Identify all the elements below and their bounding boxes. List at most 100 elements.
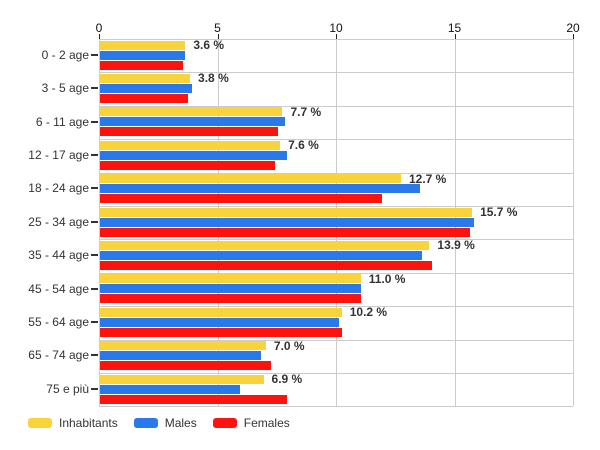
legend-item-inhabitants[interactable]: Inhabitants [28,416,118,430]
category-label: 25 - 34 age [28,214,89,229]
bar-males [100,351,262,361]
category-tick [91,354,98,357]
bar-inhabitants [100,374,264,384]
x-axis-tick-label: 5 [214,21,221,35]
bar-inhabitants [100,174,401,184]
value-label: 15.7 % [480,205,518,219]
x-axis-tick-label: 15 [447,21,462,35]
category-tick [91,120,98,123]
legend: Inhabitants Males Females [28,416,290,430]
category-tick [91,254,98,257]
legend-item-females[interactable]: Females [212,416,290,430]
bar-males [100,150,288,160]
bar-females [100,194,383,204]
gridline-horizontal [99,306,573,308]
legend-label: Females [243,416,290,430]
gridline-horizontal [99,139,573,141]
gridline-horizontal [99,406,573,408]
value-label: 12.7 % [408,171,447,186]
x-axis-tick [573,34,574,39]
category-tick [91,220,98,223]
bar-males [100,384,240,394]
category-label: 65 - 74 age [28,348,89,363]
bar-inhabitants [100,140,281,150]
value-label: 7.7 % [290,104,322,119]
value-label: 7.0 % [273,338,305,353]
bar-females [100,394,288,404]
gridline-horizontal [99,373,573,374]
bar-males [100,184,420,194]
bar-inhabitants [100,107,283,117]
category-tick [91,87,98,90]
category-label: 0 - 2 age [41,47,89,62]
legend-swatch [133,418,158,428]
category-tick [91,387,98,390]
legend-label: Males [164,416,197,430]
gridline-horizontal [99,339,573,341]
bar-inhabitants [100,307,342,317]
bar-inhabitants [100,40,186,50]
category-tick [91,153,98,156]
gridline-horizontal [99,72,573,74]
x-axis-tick [454,34,456,39]
value-label: 6.9 % [271,372,303,386]
category-tick [91,187,98,190]
bar-inhabitants [100,240,430,250]
category-label: 75 e più [46,381,89,396]
bar-males [100,217,475,227]
category-tick [91,287,98,290]
bar-males [100,117,285,127]
bar-inhabitants [100,207,473,217]
bar-inhabitants [100,73,191,83]
category-tick [91,320,98,323]
value-label: 3.6 % [193,38,224,52]
bar-males [100,317,340,327]
gridline-horizontal [99,172,573,174]
category-label: 45 - 54 age [28,281,89,296]
value-label: 3.8 % [198,71,229,86]
category-label: 3 - 5 age [41,81,89,96]
category-tick [91,53,98,56]
bar-males [100,250,423,260]
x-axis-tick-label: 20 [566,21,580,35]
legend-swatch [28,418,52,428]
legend-label: Inhabitants [59,416,118,430]
value-label: 11.0 % [368,271,406,286]
category-label: 55 - 64 age [28,314,89,329]
bar-females [100,160,276,170]
bar-males [100,83,193,93]
bar-males [100,284,361,294]
category-label: 6 - 11 age [35,114,89,129]
x-axis-tick [217,34,219,39]
bar-males [100,50,186,60]
bar-females [100,93,188,103]
category-label: 12 - 17 age [28,147,89,162]
axis-line-left [99,39,100,407]
bar-females [100,361,271,371]
value-label: 7.6 % [288,138,319,153]
x-axis-tick [99,34,100,39]
legend-item-males[interactable]: Males [133,416,197,430]
x-axis-tick [336,34,337,39]
gridline-horizontal [99,206,573,207]
bar-females [100,327,342,337]
category-label: 18 - 24 age [28,181,89,196]
bar-females [100,294,361,304]
value-label: 10.2 % [349,305,388,320]
plot-top-border [99,39,573,40]
gridline-horizontal [99,239,573,241]
bar-inhabitants [100,341,266,351]
value-label: 13.9 % [437,238,475,253]
category-label: 35 - 44 age [28,248,89,263]
gridline-horizontal [99,105,573,107]
bar-females [100,227,470,237]
bar-females [100,60,183,70]
legend-swatch [212,418,237,428]
bar-females [100,260,432,270]
bar-females [100,127,278,137]
bar-inhabitants [100,274,361,284]
gridline-horizontal [99,272,573,274]
x-axis-tick-label: 10 [329,21,343,35]
x-axis-tick-label: 0 [95,21,103,35]
